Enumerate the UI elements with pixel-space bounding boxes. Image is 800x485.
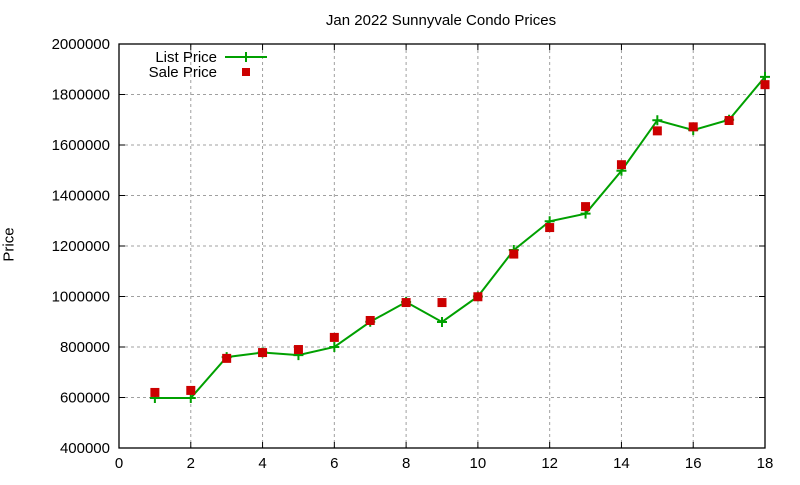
square-marker-icon: [186, 385, 196, 395]
y-tick-label: 600000: [60, 390, 110, 407]
square-marker-icon: [150, 387, 160, 397]
legend: List Price Sale Price: [149, 49, 267, 81]
y-tick-label: 2000000: [52, 36, 110, 53]
y-tick-label: 1400000: [52, 188, 110, 205]
square-marker-icon: [581, 202, 591, 212]
square-marker-icon: [401, 298, 411, 308]
x-tick-label: 8: [402, 455, 410, 472]
square-marker-icon: [760, 80, 770, 90]
x-tick-label: 12: [541, 455, 558, 472]
x-tick-label: 14: [613, 455, 630, 472]
y-tick-label: 1000000: [52, 289, 110, 306]
plus-marker-icon: [652, 115, 663, 126]
square-marker-icon: [473, 292, 483, 302]
y-tick-label: 1800000: [52, 87, 110, 104]
square-marker-icon: [293, 345, 303, 355]
plus-marker-icon: [241, 52, 251, 62]
y-tick-label: 1600000: [52, 137, 110, 154]
y-tick-label: 400000: [60, 440, 110, 457]
y-tick-label: 800000: [60, 339, 110, 356]
square-marker-icon: [329, 332, 339, 342]
legend-item-list-price: List Price: [155, 49, 267, 66]
chart-title: Jan 2022 Sunnyvale Condo Prices: [325, 12, 557, 29]
legend-label-list-price: List Price: [155, 49, 217, 66]
square-marker-icon: [616, 160, 626, 170]
legend-label-sale-price: Sale Price: [149, 64, 217, 81]
plus-marker-icon: [329, 342, 340, 352]
x-tick-label: 16: [685, 455, 702, 472]
list-price-line: [154, 76, 766, 400]
y-axis-ticks: 400000 600000 800000 1000000 1200000 1400000 1…: [52, 36, 765, 457]
square-marker-icon: [437, 298, 447, 308]
square-marker-icon: [652, 126, 662, 136]
y-tick-label: 1200000: [52, 238, 110, 255]
gridlines: [119, 44, 765, 448]
x-tick-label: 0: [115, 455, 123, 472]
x-tick-label: 10: [470, 455, 487, 472]
y-axis-label: Price: [0, 227, 18, 262]
square-marker-icon: [688, 122, 698, 132]
plot-border: [118, 43, 766, 449]
square-marker-icon: [242, 68, 250, 76]
legend-item-sale-price: Sale Price: [149, 64, 250, 81]
x-tick-label: 6: [330, 455, 338, 472]
x-tick-label: 4: [258, 455, 266, 472]
square-marker-icon: [222, 353, 232, 363]
square-marker-icon: [545, 223, 555, 233]
series-list-price: [149, 71, 770, 404]
x-tick-label: 18: [757, 455, 774, 472]
square-marker-icon: [509, 249, 519, 259]
x-axis-ticks: 0 2 4 6 8 10 12 14 16 18: [115, 44, 774, 472]
square-marker-icon: [724, 116, 734, 126]
x-tick-label: 2: [187, 455, 195, 472]
square-marker-icon: [258, 348, 268, 358]
plus-marker-icon: [437, 317, 447, 328]
series-sale-price: [150, 80, 770, 397]
square-marker-icon: [365, 315, 375, 325]
